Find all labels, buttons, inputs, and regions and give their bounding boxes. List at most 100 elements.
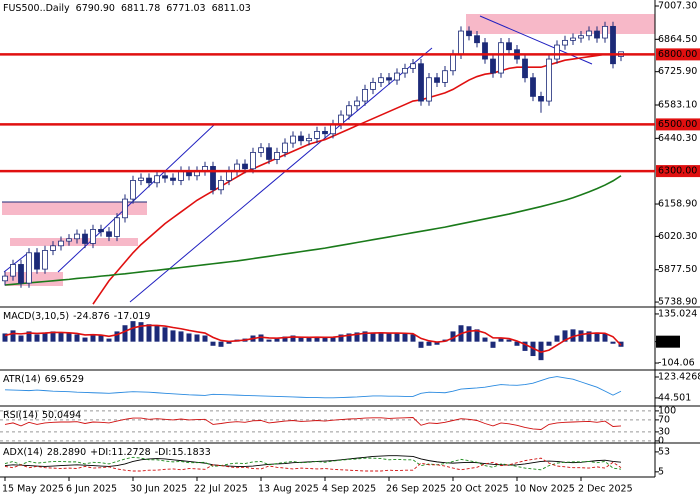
candle-body (42, 250, 48, 270)
x-tick-label: 15 May 2025 (2, 484, 64, 495)
indicator-value: 11.2728 (111, 447, 150, 458)
indicator-value: -24.876 (73, 311, 110, 322)
candle-body (90, 229, 96, 244)
candle-body (250, 152, 256, 170)
candle-body (170, 177, 176, 181)
candle-body (522, 58, 528, 79)
y-tick-label: 0 (658, 435, 664, 446)
macd-bar (194, 334, 200, 342)
candle-body (162, 175, 168, 179)
x-tick-label: 4 Sep 2025 (322, 484, 376, 495)
panel (0, 410, 655, 442)
macd-bar (322, 337, 328, 342)
macd-bar (570, 329, 576, 342)
candle-body (154, 175, 160, 184)
macd-bar (218, 341, 224, 347)
candle-body (474, 35, 480, 44)
candle-body (50, 245, 56, 251)
y-tick-label: 135.024 (658, 308, 697, 319)
candle-body (410, 63, 416, 69)
candle-body (370, 81, 376, 90)
candle-body (394, 72, 400, 81)
macd-bar (482, 337, 488, 342)
candle-body (458, 30, 464, 55)
macd-bar (386, 333, 392, 342)
y-tick-label: 100 (658, 405, 676, 416)
candle-body (338, 114, 344, 125)
macd-bar (122, 325, 128, 342)
x-tick-label: 2 Dec 2025 (578, 484, 633, 495)
ohlc-label: 6771.03 (166, 3, 205, 14)
candle-body (354, 100, 360, 107)
indicator-value: 69.6529 (45, 374, 84, 385)
series-name: +DI: (90, 447, 111, 458)
candle-body (578, 35, 584, 39)
zone (10, 238, 138, 246)
candle-body (10, 264, 16, 277)
macd-bar (394, 333, 400, 342)
candle-body (402, 67, 408, 74)
macd-bar (426, 341, 432, 346)
candle-body (554, 44, 560, 60)
candle-body (498, 42, 504, 74)
candle-body (18, 264, 24, 284)
panel-title: MACD(3,10,5) (3, 311, 69, 322)
zone (466, 14, 655, 34)
panel-header: MACD(3,10,5) -24.876 -17.019 (3, 311, 150, 322)
macd-bar (2, 333, 8, 342)
macd-bar (306, 337, 312, 342)
panel-header: ATR(14) 69.6529 (3, 374, 84, 385)
candle-body (378, 77, 384, 83)
candle-body (538, 95, 544, 102)
y-tick-label: 70 (658, 414, 670, 425)
macd-bar (602, 333, 608, 342)
macd-bar (362, 331, 368, 342)
macd-bar (282, 336, 288, 342)
candle-body (114, 217, 120, 237)
candle-body (610, 25, 616, 65)
panel (4, 376, 622, 399)
macd-bar (522, 341, 528, 351)
panel-header: ADX(14) 28.2890 +DI:11.2728 -DI:15.1833 (3, 447, 211, 458)
trend-line (479, 15, 593, 65)
panel-header: RSI(14) 50.0494 (3, 410, 81, 421)
macd-bar (210, 341, 216, 346)
candle-body (106, 231, 112, 237)
candle-body (546, 58, 552, 102)
candle-body (66, 238, 72, 242)
signal-line (4, 324, 622, 353)
indicator-line (4, 417, 622, 430)
panel-header: FUS500..Daily 6790.90 6811.78 6771.03 6811.0… (3, 3, 251, 14)
macd-bar (138, 322, 144, 342)
y-tick-label: 5738.90 (658, 297, 697, 308)
level-label: 6500.00 (658, 119, 697, 130)
y-tick-label: 123.4268 (658, 371, 700, 382)
y-tick-label: 53 (658, 446, 670, 457)
macd-bar (554, 335, 560, 342)
panel-title: RSI(14) (3, 410, 38, 421)
macd-bar (26, 331, 32, 342)
candle-body (562, 39, 568, 46)
x-tick-label: 26 Sep 2025 (386, 484, 446, 495)
macd-bar (178, 331, 184, 342)
candle-body (434, 77, 440, 83)
candle-body (530, 77, 536, 97)
candle-body (58, 240, 64, 247)
macd-bar (146, 324, 152, 342)
y-tick-label: 6864.50 (658, 34, 697, 45)
macd-bar (370, 332, 376, 342)
trend-line (129, 47, 433, 303)
candle-body (386, 77, 392, 81)
y-tick-label: 6020.30 (658, 231, 697, 242)
candle-body (178, 170, 184, 181)
y-tick-label: 7007.30 (658, 0, 697, 11)
candle-body (146, 177, 152, 184)
macd-bar (130, 321, 136, 342)
macd-bar (58, 332, 64, 342)
moving-average (4, 175, 622, 286)
level-tag (656, 118, 700, 131)
macd-bar (258, 334, 264, 342)
candle-body (506, 42, 512, 51)
panel-title: FUS500..Daily (3, 3, 70, 14)
